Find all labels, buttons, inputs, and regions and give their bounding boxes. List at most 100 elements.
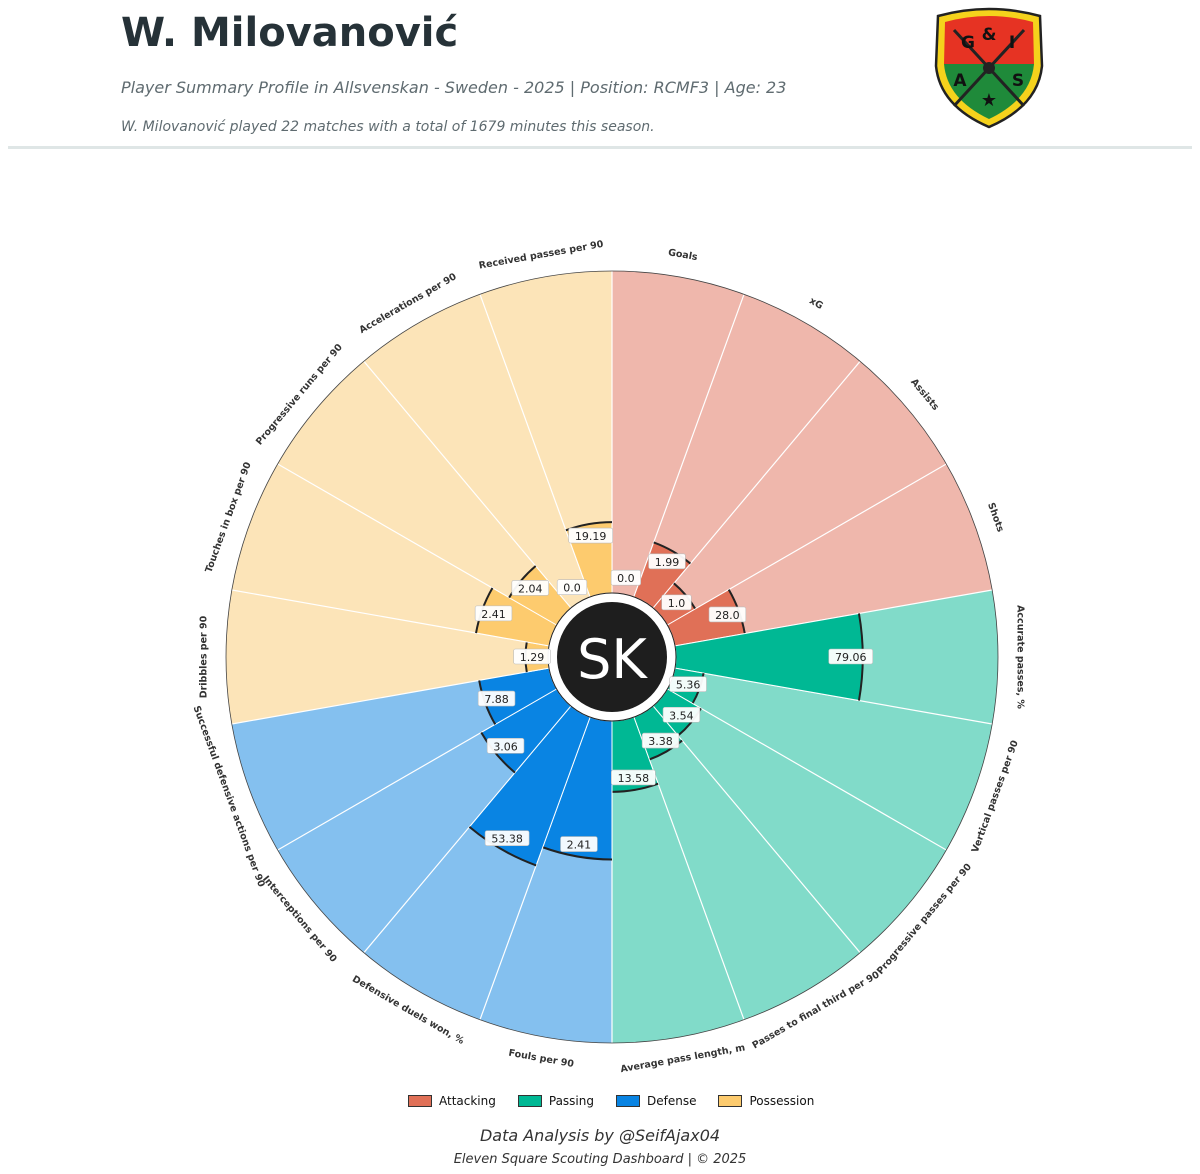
bar-bg-touches-in-box-per-90 xyxy=(231,464,557,646)
axis-label-fouls-per-90: Fouls per 90 xyxy=(508,1048,575,1070)
axis-label-average-pass-length-m: Average pass length, m xyxy=(620,1042,747,1075)
bar-edge-average-pass-length-m xyxy=(611,782,659,793)
legend-item-attacking: Attacking xyxy=(408,1094,496,1108)
axis-label-xg: xG xyxy=(807,295,825,312)
axis-label-received-passes-per-90: Received passes per 90 xyxy=(478,239,605,272)
value-text-progressive-runs-per-90: 2.04 xyxy=(518,582,543,595)
value-label-received-passes-per-90: 19.19 xyxy=(568,527,613,544)
bar-bg-accelerations-per-90 xyxy=(363,294,591,608)
value-label-goals: 0.0 xyxy=(610,569,641,586)
crest-letter-s: S xyxy=(1012,71,1024,91)
bar-edge-interceptions-per-90 xyxy=(480,731,516,774)
analysis-credit: Data Analysis by @SeifAjax04 xyxy=(479,1126,721,1145)
value-label-successful-defensive-actions-per-90: 7.88 xyxy=(477,690,516,707)
value-label-xg: 1.99 xyxy=(648,553,686,570)
legend-item-passing: Passing xyxy=(517,1094,594,1108)
value-box-accelerations-per-90 xyxy=(556,579,588,596)
value-text-successful-defensive-actions-per-90: 7.88 xyxy=(484,693,509,706)
bar-bg-progressive-runs-per-90 xyxy=(277,361,571,625)
legend-label-passing: Passing xyxy=(548,1094,594,1108)
player-name: W. Milovanović xyxy=(121,10,459,56)
dashboard-copyright: Eleven Square Scouting Dashboard | © 202… xyxy=(453,1152,747,1167)
value-box-shots xyxy=(708,606,747,623)
axis-label-dribbles-per-90: Dribbles per 90 xyxy=(199,615,210,698)
value-text-assists: 1.0 xyxy=(668,597,686,610)
value-label-shots: 28.0 xyxy=(708,606,747,623)
value-label-progressive-runs-per-90: 2.04 xyxy=(511,580,549,596)
outer-ring xyxy=(225,270,999,1044)
value-text-goals: 0.0 xyxy=(617,572,635,585)
bar-edge-passes-to-final-third-per-90 xyxy=(648,739,683,761)
crest-symbol: & xyxy=(982,25,997,45)
value-text-shots: 28.0 xyxy=(715,609,740,622)
value-text-average-pass-length-m: 13.58 xyxy=(618,772,650,785)
legend-label-possession: Possession xyxy=(749,1094,815,1108)
crest-letter-a: A xyxy=(953,71,967,91)
legend-swatch-possession xyxy=(718,1095,743,1107)
value-label-fouls-per-90: 2.41 xyxy=(560,836,598,852)
value-text-touches-in-box-per-90: 2.41 xyxy=(481,608,506,621)
value-label-passes-to-final-third-per-90: 3.38 xyxy=(641,732,680,749)
value-text-fouls-per-90: 2.41 xyxy=(567,839,592,852)
value-box-touches-in-box-per-90 xyxy=(474,605,513,622)
bar-edge-fouls-per-90 xyxy=(542,846,613,861)
value-text-accelerations-per-90: 0.0 xyxy=(563,582,581,595)
value-text-received-passes-per-90: 19.19 xyxy=(575,530,607,543)
value-box-goals xyxy=(610,569,641,586)
legend-item-possession: Possession xyxy=(718,1094,814,1108)
center-logo-text: SK xyxy=(577,628,648,691)
crest-letter-g: G xyxy=(961,33,975,53)
minutes-summary: W. Milovanović played 22 matches with a … xyxy=(121,119,655,135)
bar-bg-vertical-passes-per-90 xyxy=(667,668,993,850)
legend-item-defense: Defense xyxy=(616,1094,696,1108)
bar-bg-xg xyxy=(633,294,861,608)
value-box-dribbles-per-90 xyxy=(513,648,551,665)
value-box-xg xyxy=(648,553,686,570)
value-box-interceptions-per-90 xyxy=(486,738,525,754)
value-box-assists xyxy=(661,594,692,611)
value-label-dribbles-per-90: 1.29 xyxy=(513,648,551,665)
legend-label-defense: Defense xyxy=(647,1094,697,1108)
bar-bg-dribbles-per-90 xyxy=(225,589,549,725)
bar-bg-received-passes-per-90 xyxy=(479,271,612,597)
divider-progressive-passes-per-90 xyxy=(667,688,947,851)
value-text-xg: 1.99 xyxy=(655,556,680,569)
value-box-fouls-per-90 xyxy=(560,836,598,852)
center-logo-disc xyxy=(557,602,667,712)
legend-swatch-defense xyxy=(616,1095,640,1107)
value-box-vertical-passes-per-90 xyxy=(669,676,707,692)
axis-label-shots: Shots xyxy=(985,501,1006,534)
legend-label-attacking: Attacking xyxy=(439,1094,496,1108)
value-label-accelerations-per-90: 0.0 xyxy=(556,579,588,596)
value-label-progressive-passes-per-90: 3.54 xyxy=(662,706,701,723)
profile-subtitle: Player Summary Profile in Allsvenskan - … xyxy=(121,78,787,97)
bar-edge-received-passes-per-90 xyxy=(565,521,613,532)
legend-swatch-passing xyxy=(517,1095,542,1107)
value-box-successful-defensive-actions-per-90 xyxy=(477,690,516,707)
value-text-defensive-duels-won: 53.38 xyxy=(491,833,523,846)
value-label-accurate-passes: 79.06 xyxy=(828,648,874,665)
axis-label-goals: Goals xyxy=(667,247,698,263)
value-text-passes-to-final-third-per-90: 3.38 xyxy=(648,735,673,748)
crest-star-icon: ★ xyxy=(981,90,997,111)
header-divider xyxy=(8,146,1192,149)
axis-label-assists: Assists xyxy=(908,377,941,413)
value-label-vertical-passes-per-90: 5.36 xyxy=(669,676,707,692)
bar-bg-progressive-passes-per-90 xyxy=(653,689,947,953)
value-label-touches-in-box-per-90: 2.41 xyxy=(474,605,513,622)
legend-swatch-attacking xyxy=(408,1095,432,1107)
bar-bg-assists xyxy=(653,361,947,625)
value-label-interceptions-per-90: 3.06 xyxy=(486,738,525,754)
bar-bg-goals xyxy=(612,271,745,597)
bar-edge-defensive-duels-won xyxy=(468,826,537,867)
bar-edge-xg xyxy=(653,541,692,565)
crest-green-field xyxy=(944,64,1034,119)
bar-bg-shots xyxy=(667,464,993,646)
value-box-accurate-passes xyxy=(828,648,874,665)
value-text-vertical-passes-per-90: 5.36 xyxy=(676,679,701,692)
value-text-progressive-passes-per-90: 3.54 xyxy=(669,709,694,722)
value-box-average-pass-length-m xyxy=(611,769,656,786)
value-box-received-passes-per-90 xyxy=(568,527,613,544)
value-text-accurate-passes: 79.06 xyxy=(835,651,867,664)
